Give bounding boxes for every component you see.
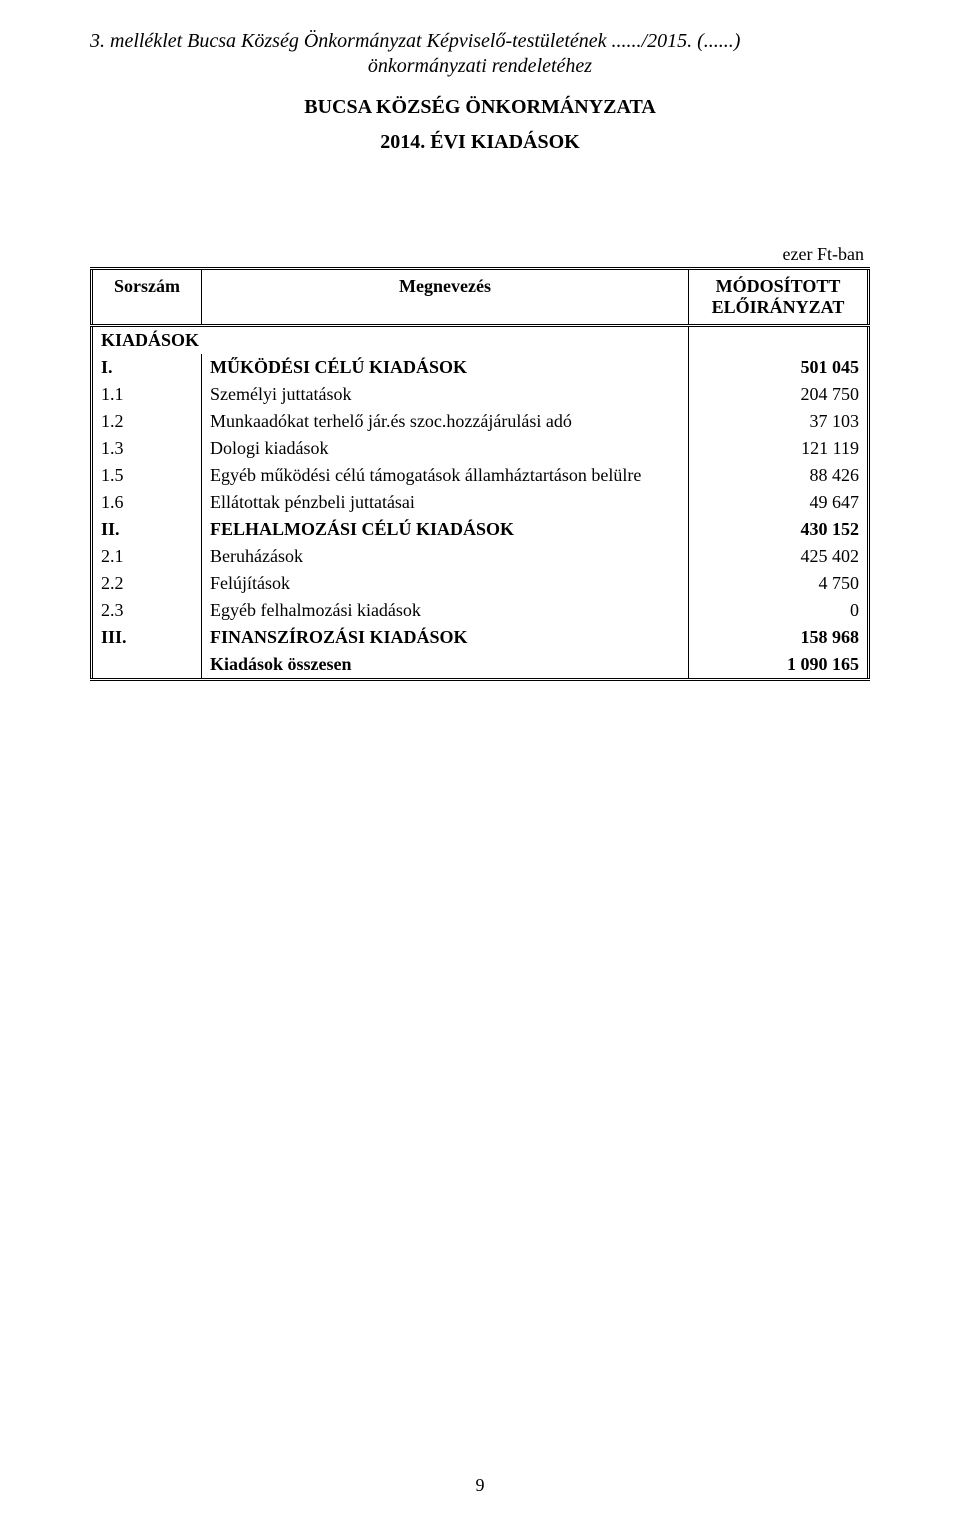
- row-name: Egyéb működési célú támogatások államház…: [202, 462, 689, 489]
- budget-table: Sorszám Megnevezés MÓDOSÍTOTT ELŐIRÁNYZA…: [90, 267, 870, 681]
- row-value: 204 750: [689, 381, 869, 408]
- row-number: 1.2: [92, 408, 202, 435]
- row-name: Munkaadókat terhelő jár.és szoc.hozzájár…: [202, 408, 689, 435]
- row-number: [92, 651, 202, 680]
- row-number: II.: [92, 516, 202, 543]
- row-number: 2.2: [92, 570, 202, 597]
- row-name: FINANSZÍROZÁSI KIADÁSOK: [202, 624, 689, 651]
- row-value: 1 090 165: [689, 651, 869, 680]
- col-header-sorszam: Sorszám: [92, 269, 202, 326]
- table-row: KIADÁSOK: [92, 326, 869, 355]
- row-name: Kiadások összesen: [202, 651, 689, 680]
- row-name: MŰKÖDÉSI CÉLÚ KIADÁSOK: [202, 354, 689, 381]
- attachment-header-line1: 3. melléklet Bucsa Község Önkormányzat K…: [90, 30, 870, 53]
- attachment-header-line2: önkormányzati rendeletéhez: [90, 55, 870, 78]
- row-value: 49 647: [689, 489, 869, 516]
- unit-label: ezer Ft-ban: [90, 244, 870, 265]
- row-value: 430 152: [689, 516, 869, 543]
- table-header-row: Sorszám Megnevezés MÓDOSÍTOTT ELŐIRÁNYZA…: [92, 269, 869, 326]
- table-row: 1.2Munkaadókat terhelő jár.és szoc.hozzá…: [92, 408, 869, 435]
- row-name: Ellátottak pénzbeli juttatásai: [202, 489, 689, 516]
- row-value: 425 402: [689, 543, 869, 570]
- table-body: KIADÁSOKI.MŰKÖDÉSI CÉLÚ KIADÁSOK501 0451…: [92, 326, 869, 680]
- table-row: III.FINANSZÍROZÁSI KIADÁSOK158 968: [92, 624, 869, 651]
- row-label: KIADÁSOK: [92, 326, 689, 355]
- table-row: 1.3Dologi kiadások121 119: [92, 435, 869, 462]
- row-value: 501 045: [689, 354, 869, 381]
- table-row: 1.6Ellátottak pénzbeli juttatásai49 647: [92, 489, 869, 516]
- row-name: FELHALMOZÁSI CÉLÚ KIADÁSOK: [202, 516, 689, 543]
- table-row: 1.1Személyi juttatások204 750: [92, 381, 869, 408]
- row-value: 121 119: [689, 435, 869, 462]
- table-row: II.FELHALMOZÁSI CÉLÚ KIADÁSOK430 152: [92, 516, 869, 543]
- table-row: 1.5Egyéb működési célú támogatások állam…: [92, 462, 869, 489]
- document-subtitle: 2014. ÉVI KIADÁSOK: [90, 131, 870, 154]
- row-number: 1.6: [92, 489, 202, 516]
- col-header-eloiranyzat-line2: ELŐIRÁNYZAT: [712, 297, 845, 317]
- row-number: 1.1: [92, 381, 202, 408]
- col-header-eloiranyzat: MÓDOSÍTOTT ELŐIRÁNYZAT: [689, 269, 869, 326]
- row-name: Beruházások: [202, 543, 689, 570]
- row-number: 2.3: [92, 597, 202, 624]
- row-value: 88 426: [689, 462, 869, 489]
- row-value: 37 103: [689, 408, 869, 435]
- col-header-eloiranyzat-line1: MÓDOSÍTOTT: [716, 276, 841, 296]
- col-header-megnevezes: Megnevezés: [202, 269, 689, 326]
- table-row: I.MŰKÖDÉSI CÉLÚ KIADÁSOK501 045: [92, 354, 869, 381]
- row-value: [689, 326, 869, 355]
- document-title: BUCSA KÖZSÉG ÖNKORMÁNYZATA: [90, 96, 870, 119]
- table-row: 2.1Beruházások425 402: [92, 543, 869, 570]
- page-number: 9: [0, 1475, 960, 1496]
- row-value: 0: [689, 597, 869, 624]
- table-row: 2.3Egyéb felhalmozási kiadások0: [92, 597, 869, 624]
- row-number: 1.5: [92, 462, 202, 489]
- row-number: III.: [92, 624, 202, 651]
- table-row: Kiadások összesen1 090 165: [92, 651, 869, 680]
- table-row: 2.2Felújítások4 750: [92, 570, 869, 597]
- row-value: 4 750: [689, 570, 869, 597]
- page: 3. melléklet Bucsa Község Önkormányzat K…: [0, 0, 960, 1536]
- row-number: I.: [92, 354, 202, 381]
- row-number: 1.3: [92, 435, 202, 462]
- row-name: Egyéb felhalmozási kiadások: [202, 597, 689, 624]
- row-name: Dologi kiadások: [202, 435, 689, 462]
- row-name: Személyi juttatások: [202, 381, 689, 408]
- row-value: 158 968: [689, 624, 869, 651]
- row-number: 2.1: [92, 543, 202, 570]
- row-name: Felújítások: [202, 570, 689, 597]
